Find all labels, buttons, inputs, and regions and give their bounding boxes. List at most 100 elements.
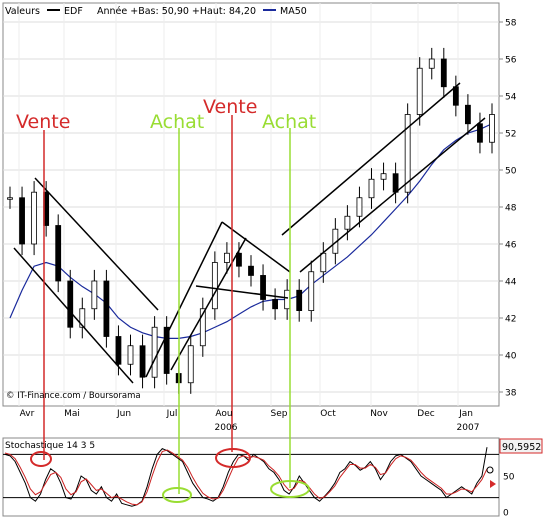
price-bar	[67, 269, 74, 339]
price-candle	[296, 289, 303, 312]
trend-channels	[13, 82, 486, 384]
stoch-k-marker	[486, 466, 494, 474]
y-tick-label-52: 52	[505, 130, 516, 140]
x-tick-label-Nov: Nov	[370, 409, 388, 419]
price-bar	[308, 260, 315, 322]
stoch-end-markers	[486, 466, 496, 488]
copyright: © IT-Finance.com / Boursorama	[6, 391, 141, 401]
channel-line-8	[299, 117, 486, 273]
price-candle	[211, 262, 218, 310]
price-candle	[139, 345, 146, 378]
price-bar	[368, 168, 375, 209]
price-candle	[67, 280, 74, 328]
achat-ellipse-1	[162, 487, 192, 503]
vente-label-2: Vente	[203, 96, 257, 118]
price-bar	[440, 47, 447, 98]
price-candle	[260, 275, 266, 300]
price-y-axis: 38 40 42 44 46 48 50 52 54 56 58	[499, 19, 517, 399]
y-tick-label-48: 48	[505, 204, 517, 214]
price-bar	[19, 186, 25, 256]
price-bar	[272, 288, 279, 320]
price-grid	[3, 3, 499, 406]
price-candle	[440, 58, 447, 88]
price-candle	[248, 265, 254, 276]
price-candle	[7, 197, 13, 200]
price-candle	[404, 114, 411, 193]
price-candle	[489, 114, 495, 143]
price-bar	[7, 186, 13, 209]
y-tick-label-46: 46	[505, 241, 517, 251]
legend-ma: MA50	[280, 6, 307, 17]
price-candle	[163, 326, 170, 374]
achat-ellipse-2	[270, 480, 310, 498]
legend-edf: EDF	[64, 6, 83, 17]
price-candle	[284, 289, 291, 310]
price-bar	[199, 297, 206, 357]
price-candle	[19, 197, 25, 245]
channel-line-2	[13, 247, 134, 384]
vente-label-1: Vente	[16, 111, 70, 133]
stoch-line-pct-d	[4, 449, 488, 506]
price-candle	[392, 173, 399, 193]
price-candle	[344, 215, 351, 230]
price-bar	[31, 181, 38, 256]
price-bar	[477, 112, 483, 154]
price-candle	[55, 225, 62, 282]
y-tick-label-58: 58	[505, 19, 517, 29]
ma50-line	[9, 123, 493, 339]
price-bar	[344, 205, 351, 241]
price-candle	[236, 252, 242, 267]
x-tick-label-Avr: Avr	[20, 409, 35, 419]
price-candle	[464, 104, 471, 125]
price-bar	[103, 269, 110, 348]
price-candle	[368, 178, 375, 199]
price-candle	[91, 280, 98, 310]
stoch-label: Stochastique 14 3 5	[5, 441, 95, 451]
channel-line-4	[170, 237, 247, 371]
price-candle	[308, 271, 315, 311]
signal-lines	[43, 115, 291, 494]
price-candle	[380, 173, 387, 180]
y-tick-label-54: 54	[505, 93, 517, 103]
price-bar	[404, 103, 411, 204]
price-bar	[416, 57, 423, 126]
stoch-tick-label-50: 50	[503, 473, 515, 483]
y-tick-label-42: 42	[505, 315, 516, 325]
stoch-y-axis: 0 50	[503, 473, 515, 519]
price-candle	[416, 67, 423, 115]
x-tick-label-Sep: Sep	[271, 409, 288, 419]
price-candle	[272, 299, 279, 310]
price-candle	[199, 308, 206, 347]
channel-line-3	[145, 221, 223, 378]
price-bar	[356, 186, 363, 228]
channel-line-6	[195, 285, 289, 299]
y-tick-label-38: 38	[505, 389, 517, 399]
vente-ellipse-2	[215, 448, 251, 468]
price-bar	[428, 47, 435, 80]
legend-valeurs: Valeurs	[5, 6, 40, 17]
price-bar	[91, 269, 98, 320]
channel-line-5	[221, 221, 291, 273]
price-bar	[163, 316, 170, 385]
price-candle	[115, 336, 122, 365]
year-label-2006: 2006	[215, 423, 238, 433]
x-tick-label-Dec: Dec	[417, 409, 434, 419]
achat-label-1: Achat	[150, 111, 204, 133]
price-bar	[248, 255, 254, 287]
legend: Valeurs EDF Année +Bas: 50,90 +Haut: 84,…	[5, 6, 307, 17]
price-bar	[296, 279, 303, 322]
y-tick-label-40: 40	[505, 352, 517, 362]
stoch-panel	[2, 437, 500, 517]
stoch-grid	[3, 453, 499, 499]
price-bar	[260, 264, 266, 311]
price-x-axis: Avr Mai Jun Jul Aou Sep Oct Nov Dec Jan 2006 2007	[20, 409, 480, 433]
price-bar	[236, 242, 242, 278]
price-bar	[139, 334, 146, 389]
price-bar	[127, 334, 134, 376]
x-tick-label-Jun: Jun	[116, 409, 131, 419]
price-bar	[55, 214, 62, 293]
price-bar	[211, 251, 218, 320]
x-tick-label-Jan: Jan	[458, 409, 473, 419]
price-candle	[223, 252, 230, 263]
